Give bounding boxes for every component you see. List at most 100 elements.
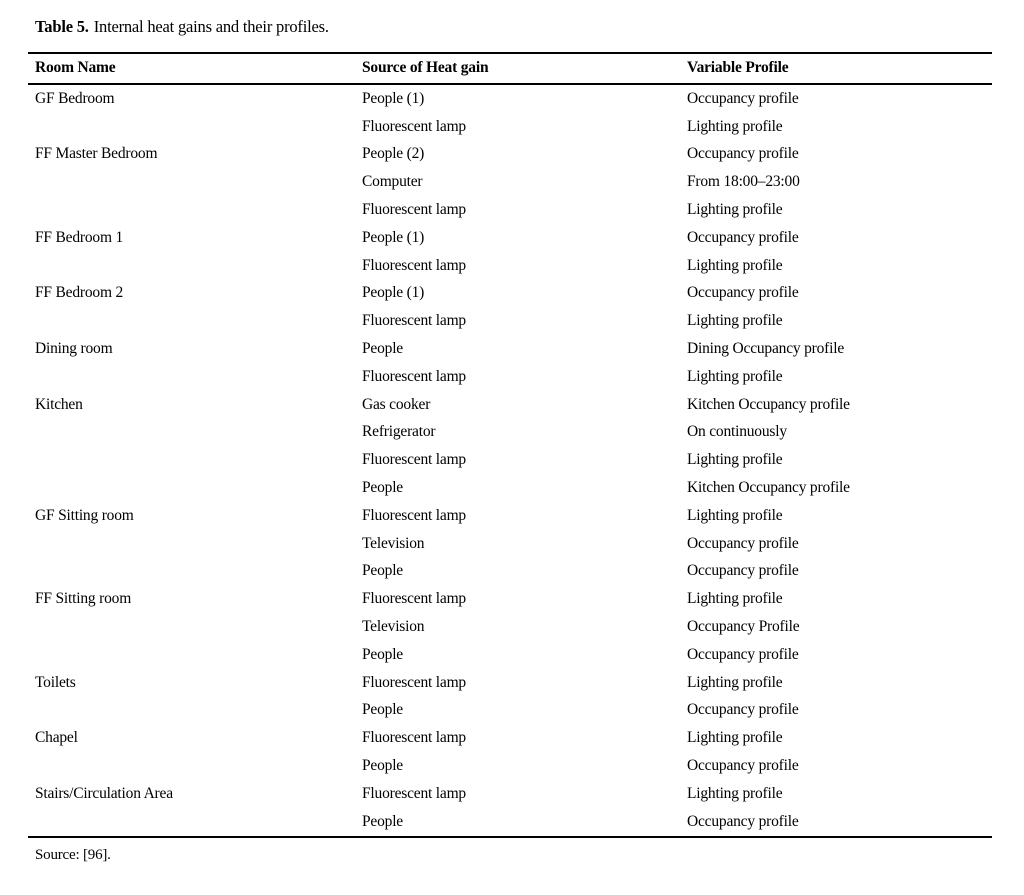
cell-variable-profile: Kitchen Occupancy profile (687, 479, 850, 497)
cell-heat-source: Fluorescent lamp (362, 784, 466, 802)
column-header-variable-profile: Variable Profile (687, 58, 789, 76)
table-row: People Kitchen Occupancy profile (28, 474, 992, 502)
cell-room-name: Kitchen (35, 395, 83, 413)
table-row: FF Sitting room Fluorescent lamp Lightin… (28, 585, 992, 613)
cell-room-name: FF Master Bedroom (35, 145, 158, 163)
cell-room-name: FF Sitting room (35, 590, 132, 608)
table-row: GF Sitting room Fluorescent lamp Lightin… (28, 502, 992, 530)
cell-heat-source: Gas cooker (362, 395, 431, 413)
column-header-heat-source: Source of Heat gain (362, 58, 489, 76)
cell-variable-profile: Lighting profile (687, 784, 783, 802)
table-row: Computer From 18:00–23:00 (28, 168, 992, 196)
cell-room-name: GF Sitting room (35, 506, 134, 524)
cell-heat-source: Fluorescent lamp (362, 590, 466, 608)
cell-variable-profile: Dining Occupancy profile (687, 340, 845, 358)
table-row: Fluorescent lamp Lighting profile (28, 307, 992, 335)
cell-variable-profile: Lighting profile (687, 256, 783, 274)
cell-room-name (28, 752, 355, 780)
cell-variable-profile: From 18:00–23:00 (687, 173, 800, 191)
heat-gains-table: Room Name Source of Heat gain Variable P… (28, 52, 992, 838)
table-row: Fluorescent lamp Lighting profile (28, 252, 992, 280)
table-row: People Occupancy profile (28, 808, 992, 837)
cell-variable-profile: Occupancy profile (687, 228, 799, 246)
cell-room-name (28, 530, 355, 558)
cell-variable-profile: Occupancy profile (687, 534, 799, 552)
table-row: Toilets Fluorescent lamp Lighting profil… (28, 669, 992, 697)
cell-room-name: GF Bedroom (35, 89, 115, 107)
cell-heat-source: Fluorescent lamp (362, 312, 466, 330)
table-row: Fluorescent lamp Lighting profile (28, 363, 992, 391)
cell-heat-source: Computer (362, 173, 423, 191)
table-row: Fluorescent lamp Lighting profile (28, 446, 992, 474)
cell-room-name (28, 558, 355, 586)
cell-room-name (28, 446, 355, 474)
cell-variable-profile: Occupancy profile (687, 145, 799, 163)
cell-heat-source: People (362, 701, 403, 719)
cell-heat-source: Refrigerator (362, 423, 436, 441)
source-note: Source: [96]. (35, 847, 111, 863)
cell-heat-source: People (2) (362, 145, 425, 163)
cell-room-name: FF Bedroom 1 (35, 228, 124, 246)
cell-heat-source: Television (362, 618, 425, 636)
cell-variable-profile: Kitchen Occupancy profile (687, 395, 850, 413)
header-row: Room Name Source of Heat gain Variable P… (28, 53, 992, 84)
cell-heat-source: People (362, 340, 403, 358)
table-row: Dining room People Dining Occupancy prof… (28, 335, 992, 363)
cell-variable-profile: Lighting profile (687, 201, 783, 219)
cell-heat-source: Fluorescent lamp (362, 256, 466, 274)
cell-heat-source: People (362, 562, 403, 580)
table-row: FF Bedroom 2 People (1) Occupancy profil… (28, 280, 992, 308)
table-row: Chapel Fluorescent lamp Lighting profile (28, 724, 992, 752)
table-row: FF Master Bedroom People (2) Occupancy p… (28, 141, 992, 169)
cell-room-name: Toilets (35, 673, 76, 691)
cell-variable-profile: Lighting profile (687, 590, 783, 608)
cell-heat-source: People (362, 757, 403, 775)
cell-heat-source: People (362, 479, 403, 497)
cell-variable-profile: Occupancy profile (687, 89, 799, 107)
cell-room-name (28, 808, 355, 837)
table-body: GF Bedroom People (1) Occupancy profile … (28, 84, 992, 837)
cell-room-name (28, 641, 355, 669)
cell-heat-source: Fluorescent lamp (362, 201, 466, 219)
table-header: Room Name Source of Heat gain Variable P… (28, 53, 992, 84)
cell-variable-profile: Occupancy profile (687, 812, 799, 830)
cell-variable-profile: Occupancy profile (687, 757, 799, 775)
cell-heat-source: Fluorescent lamp (362, 673, 466, 691)
table-row: Television Occupancy profile (28, 530, 992, 558)
cell-variable-profile: Lighting profile (687, 451, 783, 469)
cell-heat-source: People (362, 645, 403, 663)
cell-room-name (28, 252, 355, 280)
cell-room-name (28, 613, 355, 641)
table-row: People Occupancy profile (28, 752, 992, 780)
cell-heat-source: Fluorescent lamp (362, 367, 466, 385)
cell-variable-profile: Occupancy profile (687, 284, 799, 302)
table-row: People Occupancy profile (28, 558, 992, 586)
cell-heat-source: Fluorescent lamp (362, 117, 466, 135)
cell-variable-profile: Lighting profile (687, 367, 783, 385)
table-row: Refrigerator On continuously (28, 419, 992, 447)
table-row: Fluorescent lamp Lighting profile (28, 113, 992, 141)
cell-variable-profile: Lighting profile (687, 506, 783, 524)
table-row: Television Occupancy Profile (28, 613, 992, 641)
cell-heat-source: Television (362, 534, 425, 552)
cell-heat-source: People (1) (362, 228, 425, 246)
cell-heat-source: Fluorescent lamp (362, 451, 466, 469)
column-header-room-name: Room Name (35, 58, 116, 76)
table-row: Kitchen Gas cooker Kitchen Occupancy pro… (28, 391, 992, 419)
cell-heat-source: People (1) (362, 89, 425, 107)
cell-variable-profile: Occupancy profile (687, 562, 799, 580)
cell-room-name (28, 168, 355, 196)
cell-heat-source: People (362, 812, 403, 830)
cell-variable-profile: Lighting profile (687, 673, 783, 691)
cell-room-name: Chapel (35, 729, 78, 747)
cell-variable-profile: Lighting profile (687, 312, 783, 330)
cell-heat-source: Fluorescent lamp (362, 729, 466, 747)
cell-heat-source: People (1) (362, 284, 425, 302)
table-row: FF Bedroom 1 People (1) Occupancy profil… (28, 224, 992, 252)
table-row: People Occupancy profile (28, 641, 992, 669)
cell-room-name: Dining room (35, 340, 113, 358)
table-caption-label: Table 5. (35, 17, 89, 36)
cell-room-name (28, 419, 355, 447)
table-row: Stairs/Circulation Area Fluorescent lamp… (28, 780, 992, 808)
